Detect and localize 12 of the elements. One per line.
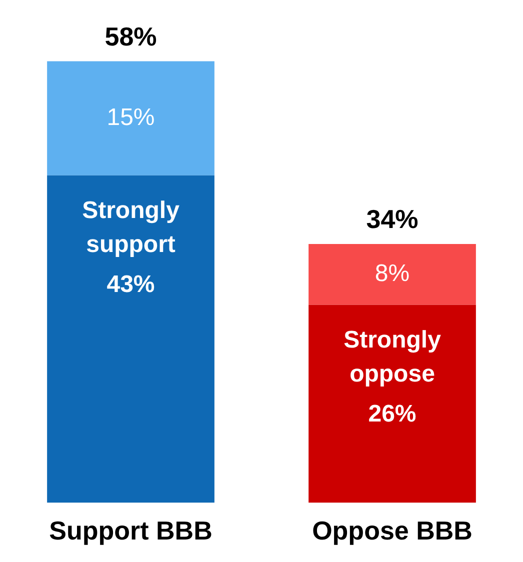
total-label: 58%	[104, 21, 157, 52]
total-label: 34%	[366, 204, 418, 234]
data-label: Strongly oppose 26%	[344, 326, 442, 428]
x-tick-label: Oppose BBB	[312, 516, 472, 546]
x-tick-label: Support BBB	[49, 516, 212, 546]
bar	[47, 61, 214, 176]
bar	[308, 304, 476, 503]
bar	[47, 175, 214, 503]
bar	[308, 244, 476, 305]
data-label: 15%	[106, 104, 155, 131]
data-label: 8%	[374, 260, 410, 288]
data-label: Strongly support 43%	[82, 197, 180, 298]
